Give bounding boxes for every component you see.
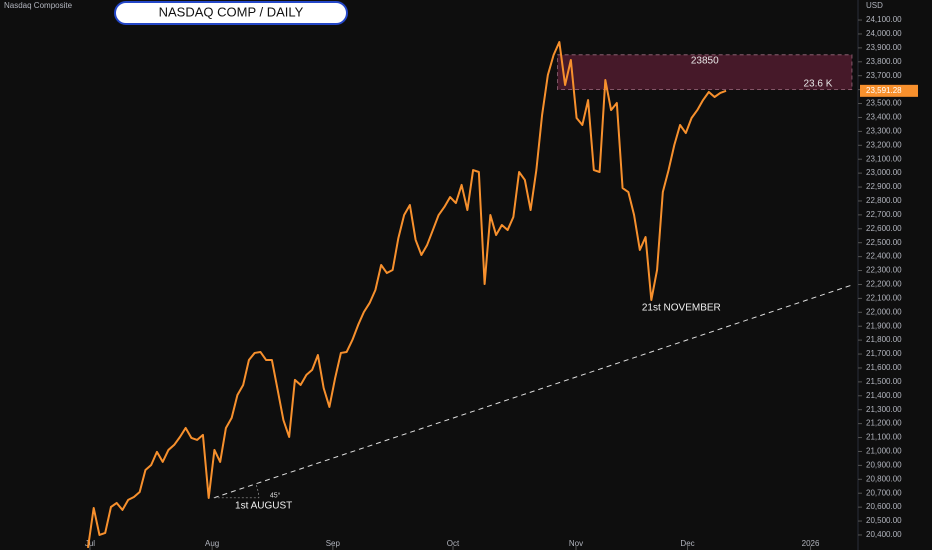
y-tick-label: 23,100.00 bbox=[866, 154, 902, 163]
title-box bbox=[114, 1, 348, 25]
y-tick-label: 22,200.00 bbox=[866, 280, 902, 289]
y-tick-label: 20,700.00 bbox=[866, 488, 902, 497]
y-tick-label: 22,700.00 bbox=[866, 210, 902, 219]
x-tick-label: Dec bbox=[680, 539, 694, 548]
y-tick-label: 20,400.00 bbox=[866, 530, 902, 539]
y-tick-label: 22,000.00 bbox=[866, 307, 902, 316]
y-tick-label: 23,900.00 bbox=[866, 43, 902, 52]
x-tick-label: Jul bbox=[85, 539, 95, 548]
y-tick-label: 22,600.00 bbox=[866, 224, 902, 233]
y-tick-label: 23,300.00 bbox=[866, 126, 902, 135]
y-tick-label: 21,000.00 bbox=[866, 447, 902, 456]
last-price-tag bbox=[860, 84, 918, 97]
y-tick-label: 23,500.00 bbox=[866, 99, 902, 108]
y-tick-label: 23,800.00 bbox=[866, 57, 902, 66]
x-tick-label: Sep bbox=[326, 539, 341, 548]
last-price-label: 23,591.28 bbox=[866, 86, 902, 95]
y-tick-label: 21,800.00 bbox=[866, 335, 902, 344]
trendline bbox=[213, 284, 853, 499]
y-tick-label: 22,800.00 bbox=[866, 196, 902, 205]
y-tick-label: 23,400.00 bbox=[866, 113, 902, 122]
y-tick-label: 21,700.00 bbox=[866, 349, 902, 358]
y-tick-label: 21,300.00 bbox=[866, 405, 902, 414]
y-tick-label: 23,700.00 bbox=[866, 71, 902, 80]
y-tick-label: 21,400.00 bbox=[866, 391, 902, 400]
x-tick-label: Oct bbox=[447, 539, 460, 548]
y-tick-label: 22,900.00 bbox=[866, 182, 902, 191]
zone-top-label: 23850 bbox=[691, 55, 719, 66]
y-tick-label: 21,100.00 bbox=[866, 433, 902, 442]
y-tick-label: 22,300.00 bbox=[866, 266, 902, 275]
y-tick-label: 22,100.00 bbox=[866, 293, 902, 302]
currency-label: USD bbox=[866, 1, 883, 10]
annotation: 1st AUGUST bbox=[235, 501, 292, 512]
y-tick-label: 21,500.00 bbox=[866, 377, 902, 386]
chart-title: NASDAQ COMP / DAILY bbox=[159, 4, 304, 19]
y-tick-label: 22,500.00 bbox=[866, 238, 902, 247]
y-tick-label: 24,100.00 bbox=[866, 15, 902, 24]
annotation: 21st NOVEMBER bbox=[642, 303, 721, 314]
y-tick-label: 20,500.00 bbox=[866, 516, 902, 525]
y-tick-label: 23,200.00 bbox=[866, 140, 902, 149]
symbol-label: Nasdaq Composite bbox=[4, 1, 73, 10]
x-tick-label: Nov bbox=[569, 539, 583, 548]
y-tick-label: 20,800.00 bbox=[866, 474, 902, 483]
x-tick-label: 2026 bbox=[802, 539, 820, 548]
y-tick-label: 21,900.00 bbox=[866, 321, 902, 330]
x-tick-label: Aug bbox=[205, 539, 219, 548]
y-tick-label: 21,600.00 bbox=[866, 363, 902, 372]
y-tick-label: 22,400.00 bbox=[866, 252, 902, 261]
y-tick-label: 23,000.00 bbox=[866, 168, 902, 177]
price-line bbox=[86, 41, 727, 549]
zone-bottom-label: 23.6 K bbox=[803, 78, 832, 89]
angle-label: 45° bbox=[270, 492, 281, 500]
y-tick-label: 21,200.00 bbox=[866, 419, 902, 428]
y-tick-label: 20,600.00 bbox=[866, 502, 902, 511]
angle-arc bbox=[213, 483, 260, 499]
y-tick-label: 20,900.00 bbox=[866, 460, 902, 469]
y-tick-label: 24,000.00 bbox=[866, 29, 902, 38]
